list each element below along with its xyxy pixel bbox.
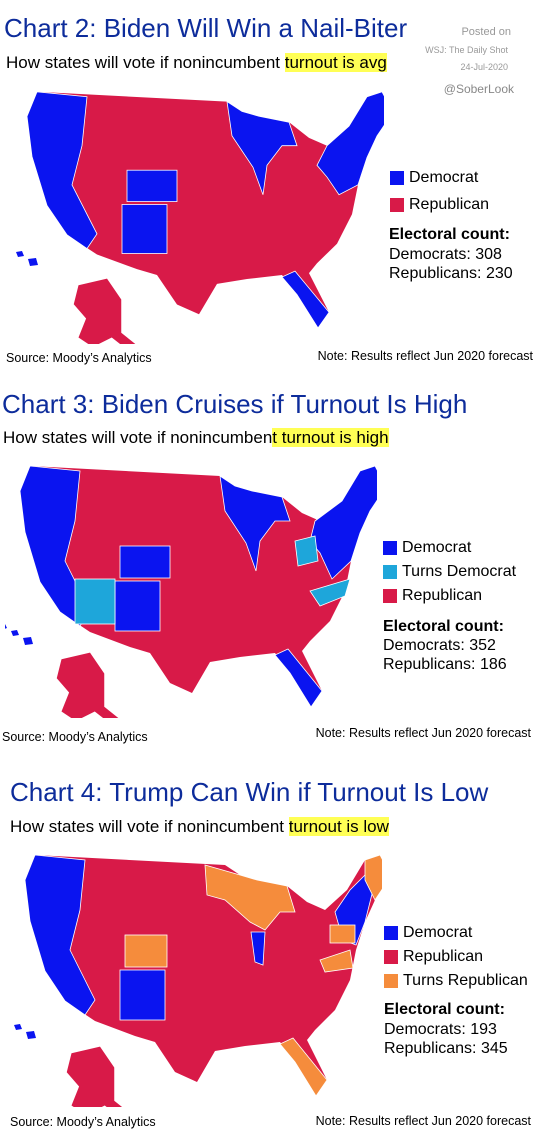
legend-item: Republican [383, 584, 516, 608]
subtitle-text: How states will vote if nonincumben [3, 428, 273, 447]
watermark: Posted on [461, 26, 511, 38]
legend-label: Democrat [409, 168, 479, 186]
legend-label: Republican [409, 195, 490, 213]
legend-swatch [384, 974, 398, 988]
subtitle-text: How states will vote if nonincumbent [6, 53, 285, 72]
legend-swatch [384, 926, 398, 940]
electoral-heading: Electoral count: [389, 226, 510, 243]
source: Source: Moody’s Analytics [2, 730, 148, 744]
legend: Democrat Republican [390, 164, 489, 218]
watermark: @SoberLook [443, 82, 514, 96]
legend-item: Republican [384, 945, 528, 969]
map [10, 854, 382, 1107]
legend-item: Democrat [384, 921, 528, 945]
subtitle-highlight: turnout is avg [284, 53, 387, 72]
electoral-line: Republicans: 186 [383, 656, 507, 673]
electoral-heading: Electoral count: [384, 1001, 505, 1018]
title: Chart 2: Biden Will Win a Nail-Biter [4, 13, 408, 43]
legend-swatch [390, 170, 404, 185]
legend-swatch [384, 950, 398, 964]
source: Source: Moody’s Analytics [6, 351, 152, 365]
legend-label: Turns Republican [403, 972, 528, 989]
subtitle: How states will vote if nonincumbent tur… [10, 817, 389, 837]
legend-label: Democrat [403, 924, 473, 941]
subtitle: How states will vote if nonincumbent tur… [6, 53, 387, 73]
legend-label: Democrat [402, 539, 472, 556]
legend: Democrat Turns Democrat Republican [383, 536, 516, 608]
legend-item: Turns Democrat [383, 560, 516, 584]
title: Chart 4: Trump Can Win if Turnout Is Low [10, 777, 489, 807]
legend-label: Turns Democrat [402, 563, 517, 580]
legend-swatch [383, 541, 397, 555]
legend-swatch [383, 589, 397, 603]
note: Note: Results reflect Jun 2020 forecast [317, 349, 533, 363]
subtitle-highlight: turnout is low [288, 817, 389, 836]
legend: Democrat Republican Turns Republican [384, 921, 528, 993]
map [5, 465, 377, 718]
legend-swatch [390, 197, 404, 212]
title: Chart 3: Biden Cruises if Turnout Is Hig… [2, 389, 468, 419]
subtitle-highlight: t turnout is high [272, 428, 389, 447]
legend-item: Turns Republican [384, 969, 528, 993]
legend-label: Republican [402, 587, 483, 604]
electoral-line: Democrats: 308 [389, 246, 502, 263]
subtitle: How states will vote if nonincumbent tur… [3, 428, 389, 448]
subtitle-text: How states will vote if nonincumbent [10, 817, 289, 836]
note: Note: Results reflect Jun 2020 forecast [315, 726, 531, 740]
electoral-line: Democrats: 352 [383, 637, 496, 654]
map [12, 91, 384, 344]
source: Source: Moody’s Analytics [10, 1115, 156, 1129]
electoral-line: Republicans: 230 [389, 265, 513, 282]
legend-swatch [383, 565, 397, 579]
electoral-heading: Electoral count: [383, 618, 504, 635]
legend-label: Republican [403, 948, 484, 965]
legend-item: Democrat [390, 164, 489, 191]
watermark: WSJ: The Daily Shot [425, 45, 508, 55]
electoral-line: Republicans: 345 [384, 1040, 508, 1057]
legend-item: Democrat [383, 536, 516, 560]
electoral-line: Democrats: 193 [384, 1021, 497, 1038]
note: Note: Results reflect Jun 2020 forecast [315, 1114, 531, 1128]
watermark: 24-Jul-2020 [460, 62, 508, 72]
legend-item: Republican [390, 191, 489, 218]
